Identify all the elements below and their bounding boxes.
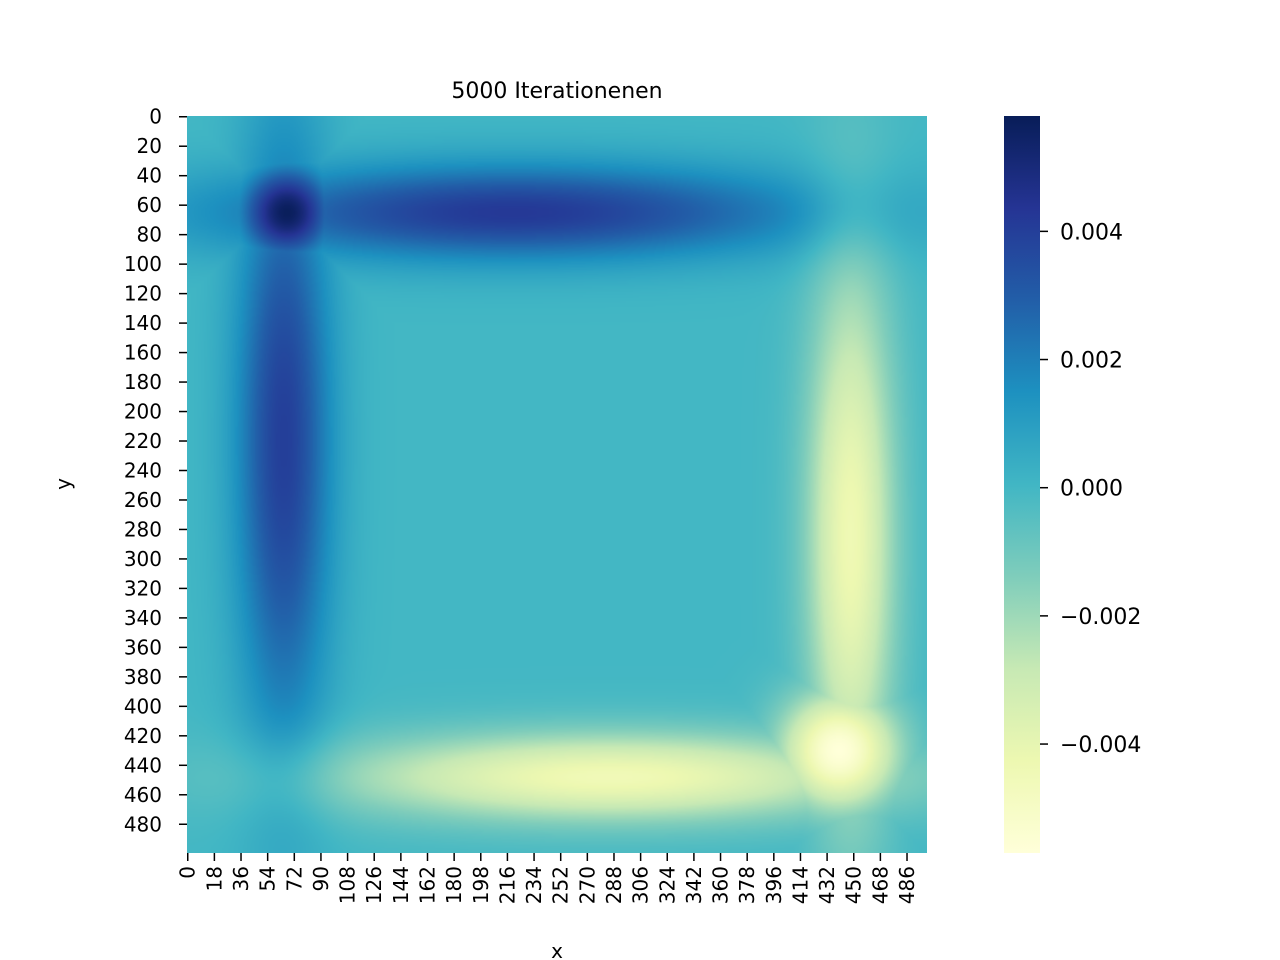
x-tick-label: 414 bbox=[788, 866, 812, 904]
x-tick-label: 126 bbox=[362, 866, 386, 904]
y-tick-label: 20 bbox=[137, 134, 162, 158]
heatmap-area bbox=[187, 116, 927, 853]
colorbar-tick-label: 0.002 bbox=[1060, 349, 1123, 374]
y-tick-label: 400 bbox=[124, 694, 162, 718]
x-tick-label: 450 bbox=[842, 866, 866, 904]
x-tick-label: 36 bbox=[229, 866, 253, 891]
y-tick-label: 460 bbox=[124, 783, 162, 807]
y-axis-label: y bbox=[51, 478, 75, 490]
x-tick-label: 468 bbox=[868, 866, 892, 904]
x-tick-label: 216 bbox=[495, 866, 519, 904]
colorbar-gradient bbox=[1004, 116, 1040, 853]
x-tick-label: 234 bbox=[522, 866, 546, 904]
x-tick-label: 198 bbox=[469, 866, 493, 904]
x-tick-label: 162 bbox=[416, 866, 440, 904]
x-tick-label: 342 bbox=[682, 866, 706, 904]
x-tick-label: 324 bbox=[655, 866, 679, 904]
colorbar-ticks: 0.004 0.002 0.000 −0.002 −0.004 bbox=[1040, 220, 1141, 758]
colorbar-tick-label: 0.004 bbox=[1060, 220, 1123, 245]
y-tick-label: 240 bbox=[124, 458, 162, 482]
y-tick-label: 60 bbox=[137, 193, 162, 217]
y-tick-label: 160 bbox=[124, 341, 162, 365]
y-tick-label: 140 bbox=[124, 311, 162, 335]
y-tick-label: 180 bbox=[124, 370, 162, 394]
x-tick-label: 486 bbox=[895, 866, 919, 904]
y-tick-label: 100 bbox=[124, 252, 162, 276]
colorbar-tick-label: −0.004 bbox=[1060, 733, 1141, 758]
y-tick-label: 340 bbox=[124, 606, 162, 630]
y-tick-label: 380 bbox=[124, 665, 162, 689]
y-tick-label: 260 bbox=[124, 488, 162, 512]
colorbar-tick-label: 0.000 bbox=[1060, 477, 1123, 502]
x-tick-label: 108 bbox=[336, 866, 360, 904]
y-tick-label: 300 bbox=[124, 547, 162, 571]
x-axis-ticks: 0 18 36 54 72 90 108 126 144 162 180 198 216 234 252 27… bbox=[176, 853, 919, 904]
y-tick-label: 120 bbox=[124, 282, 162, 306]
x-tick-label: 54 bbox=[256, 866, 280, 891]
heatmap-image bbox=[187, 116, 927, 853]
x-tick-label: 90 bbox=[309, 866, 333, 891]
colorbar: 0.004 0.002 0.000 −0.002 −0.004 bbox=[1004, 116, 1141, 853]
y-tick-label: 420 bbox=[124, 724, 162, 748]
x-tick-label: 306 bbox=[629, 866, 653, 904]
x-axis-label: x bbox=[551, 939, 563, 960]
x-tick-label: 288 bbox=[602, 866, 626, 904]
y-tick-label: 40 bbox=[137, 164, 162, 188]
x-tick-label: 396 bbox=[762, 866, 786, 904]
y-tick-label: 480 bbox=[124, 812, 162, 836]
y-tick-label: 80 bbox=[137, 223, 162, 247]
x-tick-label: 270 bbox=[575, 866, 599, 904]
y-tick-label: 220 bbox=[124, 429, 162, 453]
y-tick-label: 0 bbox=[149, 105, 162, 129]
chart-title: 5000 Iterationenen bbox=[451, 79, 662, 104]
x-tick-label: 432 bbox=[815, 866, 839, 904]
x-tick-label: 252 bbox=[549, 866, 573, 904]
x-tick-label: 144 bbox=[389, 866, 413, 904]
y-tick-label: 320 bbox=[124, 576, 162, 600]
y-tick-label: 440 bbox=[124, 753, 162, 777]
x-tick-label: 18 bbox=[202, 866, 226, 891]
x-tick-label: 360 bbox=[709, 866, 733, 904]
x-tick-label: 72 bbox=[282, 866, 306, 891]
y-tick-label: 200 bbox=[124, 400, 162, 424]
x-tick-label: 0 bbox=[176, 866, 200, 879]
y-axis-ticks: 0 20 40 60 80 100 120 140 160 180 200 220 240 260 280 3… bbox=[124, 105, 187, 836]
x-tick-label: 180 bbox=[442, 866, 466, 904]
y-tick-label: 360 bbox=[124, 635, 162, 659]
x-tick-label: 378 bbox=[735, 866, 759, 904]
colorbar-tick-label: −0.002 bbox=[1060, 605, 1141, 630]
y-tick-label: 280 bbox=[124, 517, 162, 541]
